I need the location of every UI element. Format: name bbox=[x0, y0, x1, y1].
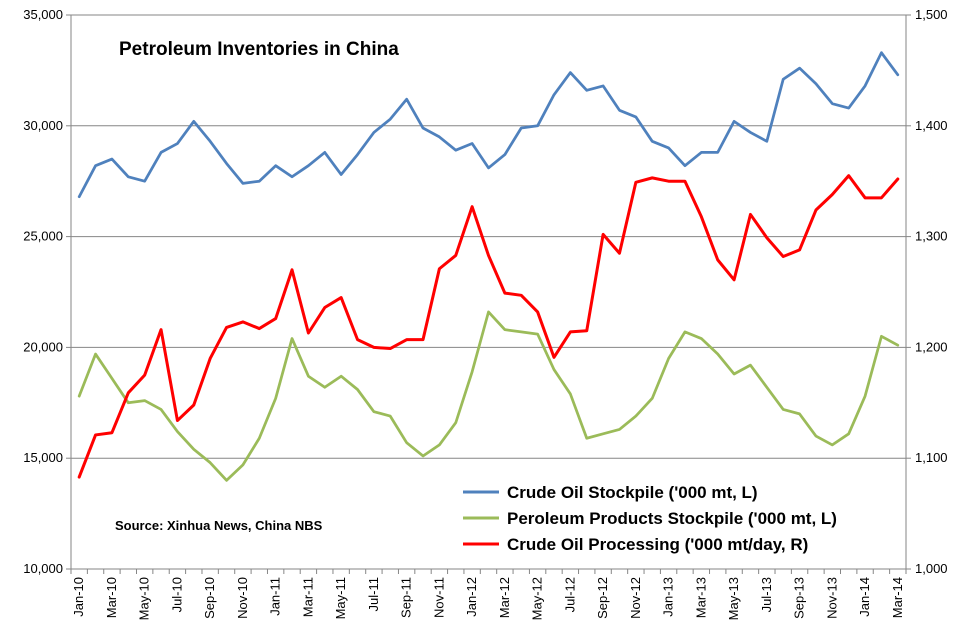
x-tick-label: Mar-12 bbox=[497, 577, 512, 618]
x-tick-label: Mar-10 bbox=[104, 577, 119, 618]
legend-label-3: Crude Oil Processing ('000 mt/day, R) bbox=[507, 535, 808, 554]
x-tick-label: Jul-13 bbox=[759, 577, 774, 612]
x-tick-label: Mar-11 bbox=[300, 577, 315, 617]
axes-layer bbox=[66, 14, 911, 574]
x-tick-label: Nov-13 bbox=[824, 577, 839, 619]
x-tick-label: Jul-11 bbox=[366, 577, 381, 611]
y-right-tick-label: 1,100 bbox=[915, 450, 948, 465]
y-right-tick-label: 1,500 bbox=[915, 7, 948, 22]
y-left-tick-label: 25,000 bbox=[23, 229, 63, 244]
y-left-tick-label: 15,000 bbox=[23, 450, 63, 465]
x-tick-label: Jul-10 bbox=[169, 577, 184, 612]
grid-layer bbox=[71, 14, 906, 570]
x-tick-label: May-11 bbox=[333, 577, 348, 619]
y-right-tick-label: 1,300 bbox=[915, 229, 948, 244]
x-tick-label: Sep-11 bbox=[399, 577, 414, 618]
chart-title: Petroleum Inventories in China bbox=[119, 39, 399, 60]
y-right-tick-label: 1,000 bbox=[915, 561, 948, 576]
x-tick-label: Nov-10 bbox=[235, 577, 250, 619]
x-tick-label: Jan-10 bbox=[71, 577, 86, 617]
x-tick-label: Jan-11 bbox=[268, 577, 283, 616]
y-left-tick-label: 30,000 bbox=[23, 118, 63, 133]
x-tick-label: Jan-12 bbox=[464, 577, 479, 617]
y-left-tick-label: 35,000 bbox=[23, 7, 63, 22]
legend-label-1: Crude Oil Stockpile ('000 mt, L) bbox=[507, 483, 758, 502]
x-tick-label: Sep-12 bbox=[595, 577, 610, 619]
x-tick-label: Mar-14 bbox=[890, 577, 905, 618]
legend: Crude Oil Stockpile ('000 mt, L) Peroleum… bbox=[463, 483, 837, 554]
ticks-layer: 10,000 1,000 15,000 1,100 20,000 1,200 25,000 1… bbox=[23, 7, 947, 620]
y-right-tick-label: 1,200 bbox=[915, 339, 948, 354]
x-tick-label: Nov-12 bbox=[628, 577, 643, 619]
series-layer bbox=[77, 51, 900, 482]
x-tick-label: Mar-13 bbox=[693, 577, 708, 618]
x-tick-label: Jan-14 bbox=[857, 577, 872, 617]
x-tick-label: Nov-11 bbox=[431, 577, 446, 618]
x-tick-label: May-10 bbox=[137, 577, 152, 620]
series-line-3 bbox=[77, 174, 900, 479]
y-left-tick-label: 20,000 bbox=[23, 339, 63, 354]
x-tick-label: Jan-13 bbox=[661, 577, 676, 617]
x-tick-label: Sep-13 bbox=[792, 577, 807, 619]
chart-source: Source: Xinhua News, China NBS bbox=[115, 518, 323, 533]
legend-label-2: Peroleum Products Stockpile ('000 mt, L) bbox=[507, 509, 837, 528]
y-left-tick-label: 10,000 bbox=[23, 561, 63, 576]
x-tick-label: Sep-10 bbox=[202, 577, 217, 619]
x-tick-label: Jul-12 bbox=[562, 577, 577, 612]
x-tick-label: May-12 bbox=[530, 577, 545, 620]
series-line-1 bbox=[77, 51, 900, 199]
x-tick-label: May-13 bbox=[726, 577, 741, 620]
series-line-2 bbox=[77, 310, 900, 482]
y-right-tick-label: 1,400 bbox=[915, 118, 948, 133]
